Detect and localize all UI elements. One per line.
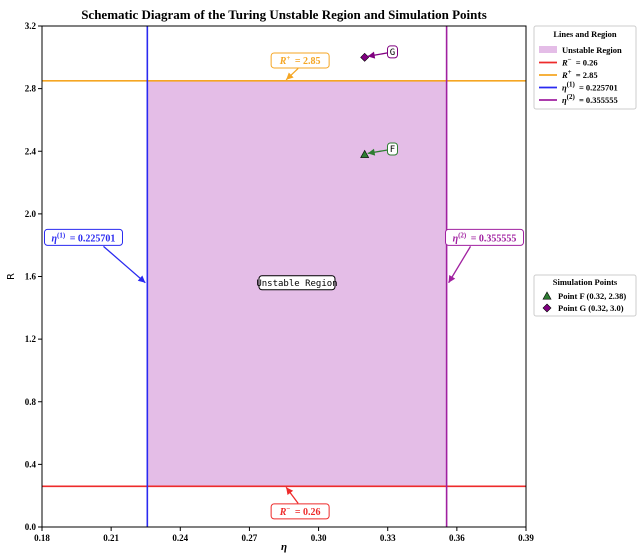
label-value: = 2.85: [574, 70, 598, 80]
y-axis-label: R: [6, 273, 17, 280]
y-tick-label: 1.6: [25, 272, 37, 282]
region-label-box: [258, 275, 336, 291]
x-tick-label: 0.21: [103, 533, 119, 543]
label-superscript: +: [568, 68, 572, 76]
r-plus-arrow-head: [286, 72, 294, 80]
eta1-label: η(1) = 0.225701: [52, 231, 116, 244]
label-value: = 0.26: [574, 58, 598, 68]
label-value: = 0.355555: [468, 233, 516, 244]
y-tick-label: 2.4: [25, 146, 37, 156]
label-value: = 0.26: [292, 507, 320, 518]
label-symbol: R: [561, 70, 568, 80]
legend-label-line: η(2) = 0.355555: [562, 93, 618, 105]
y-tick-label: 0.8: [25, 397, 37, 407]
point-f-label: F: [390, 145, 395, 155]
legend-point-label: Point G (0.32, 3.0): [558, 303, 624, 313]
label-superscript: (2): [458, 231, 467, 239]
x-tick-label: 0.18: [34, 533, 50, 543]
eta2-arrow: [448, 246, 472, 284]
y-tick-label: 1.2: [25, 334, 37, 344]
legend-label-line: R+ = 2.85: [561, 68, 598, 80]
point-g-arrow-head: [367, 51, 376, 59]
label-symbol: η: [52, 233, 58, 244]
eta1-label-box: [43, 228, 123, 246]
x-tick-label: 0.24: [172, 533, 188, 543]
point-f-arrow-head: [367, 148, 376, 156]
eta1-arrow: [103, 245, 146, 284]
legend-points-frame: [533, 274, 637, 317]
label-superscript: (1): [567, 81, 576, 89]
x-axis-label: η: [281, 541, 287, 553]
y-tick-label: 0.0: [25, 522, 37, 532]
label-symbol: R: [279, 507, 287, 518]
y-tick-label: 2.0: [25, 209, 37, 219]
eta2-label-box: [445, 228, 525, 246]
legend-swatch-region: [539, 46, 557, 53]
legend-point-marker: [542, 291, 552, 300]
label-value: = 0.225701: [577, 83, 618, 93]
y-tick-label: 3.2: [25, 21, 37, 31]
region-label: Unstable Region: [256, 279, 337, 289]
point-g-label-box: [386, 45, 398, 59]
y-tick-label: 0.4: [25, 459, 37, 469]
legend-lines-frame: [533, 25, 637, 110]
r-plus-label: R+ = 2.85: [279, 54, 321, 67]
r-minus-arrow-head: [286, 487, 294, 495]
point-g-label: G: [390, 48, 395, 58]
label-symbol: η: [562, 83, 567, 93]
legend-label-region: Unstable Region: [562, 45, 622, 55]
eta2-arrow-head: [448, 274, 456, 283]
label-superscript: (1): [57, 231, 66, 239]
label-symbol: R: [279, 56, 287, 67]
r-plus-label-box: [270, 52, 330, 69]
x-tick-label: 0.27: [242, 533, 258, 543]
point-f-label-box: [386, 142, 398, 156]
eta2-label: η(2) = 0.355555: [453, 231, 517, 244]
x-tick-label: 0.39: [518, 533, 534, 543]
legend-lines-title: Lines and Region: [553, 29, 617, 39]
label-superscript: −: [286, 505, 290, 513]
label-superscript: +: [286, 54, 290, 62]
chart-title: Schematic Diagram of the Turing Unstable…: [81, 7, 487, 22]
legend-label-line: R− = 0.26: [561, 56, 598, 68]
legend-points-title: Simulation Points: [553, 277, 618, 287]
eta1-arrow-head: [137, 275, 146, 283]
label-value: = 0.355555: [577, 95, 618, 105]
label-superscript: −: [568, 56, 572, 64]
label-symbol: R: [561, 58, 568, 68]
x-tick-label: 0.30: [311, 533, 327, 543]
legend-label-line: η(1) = 0.225701: [562, 81, 618, 93]
legend-point-marker: [542, 303, 552, 313]
r-minus-label: R− = 0.26: [279, 505, 321, 518]
point-g-marker: [360, 52, 370, 62]
point-f-marker: [360, 149, 370, 158]
label-symbol: η: [453, 233, 459, 244]
label-superscript: (2): [567, 93, 576, 101]
label-symbol: η: [562, 95, 567, 105]
x-tick-label: 0.36: [449, 533, 465, 543]
label-value: = 2.85: [292, 56, 320, 67]
x-tick-label: 0.33: [380, 533, 396, 543]
legend-point-label: Point F (0.32, 2.38): [558, 291, 626, 301]
r-minus-label-box: [270, 503, 330, 520]
y-tick-label: 2.8: [25, 84, 37, 94]
label-value: = 0.225701: [67, 233, 115, 244]
